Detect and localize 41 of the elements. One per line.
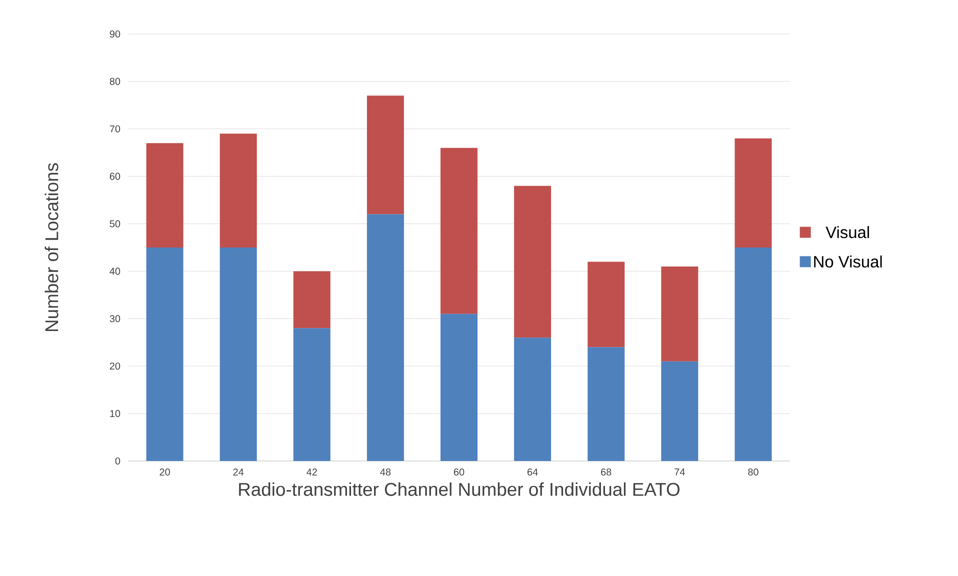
y-axis-title: Number of Locations bbox=[44, 163, 58, 332]
bar bbox=[366, 214, 404, 461]
bar bbox=[514, 186, 552, 338]
bar bbox=[440, 314, 478, 461]
y-tick-label: 10 bbox=[110, 410, 120, 418]
y-tick-label: 70 bbox=[110, 125, 120, 132]
x-tick-label: 42 bbox=[306, 468, 317, 476]
bar bbox=[220, 247, 257, 461]
y-tick-label: 50 bbox=[110, 220, 120, 228]
bar bbox=[661, 361, 698, 461]
y-tick-label: 0 bbox=[115, 457, 120, 465]
legend-label: No Visual bbox=[814, 255, 882, 268]
bar bbox=[366, 96, 404, 214]
bar bbox=[588, 262, 625, 348]
bar bbox=[293, 271, 330, 328]
bar bbox=[146, 143, 184, 248]
x-tick-label: 64 bbox=[528, 468, 538, 476]
bar bbox=[514, 338, 552, 461]
x-tick-label: 60 bbox=[454, 468, 464, 476]
legend-label: Visual bbox=[826, 226, 869, 238]
x-tick-label: 48 bbox=[380, 468, 391, 476]
x-tick-label: 68 bbox=[601, 468, 612, 476]
bar bbox=[293, 328, 330, 461]
y-tick-label: 90 bbox=[110, 30, 120, 38]
x-tick-label: 74 bbox=[674, 468, 685, 476]
bar bbox=[588, 347, 625, 461]
y-tick-label: 60 bbox=[110, 172, 120, 180]
bar bbox=[146, 247, 184, 461]
bar bbox=[440, 148, 478, 314]
x-tick-label: 20 bbox=[160, 468, 170, 476]
x-axis-title: Radio-transmitter Channel Number of Individual EATO bbox=[239, 482, 680, 496]
y-tick-label: 20 bbox=[110, 362, 120, 370]
bar bbox=[734, 138, 772, 248]
x-tick-label: 24 bbox=[233, 468, 244, 476]
bar bbox=[220, 134, 257, 248]
bar bbox=[661, 266, 698, 362]
y-tick-label: 80 bbox=[110, 78, 120, 85]
y-tick-label: 30 bbox=[110, 315, 120, 322]
bar bbox=[734, 247, 772, 461]
y-tick-label: 40 bbox=[110, 268, 120, 275]
x-tick-label: 80 bbox=[748, 468, 758, 476]
